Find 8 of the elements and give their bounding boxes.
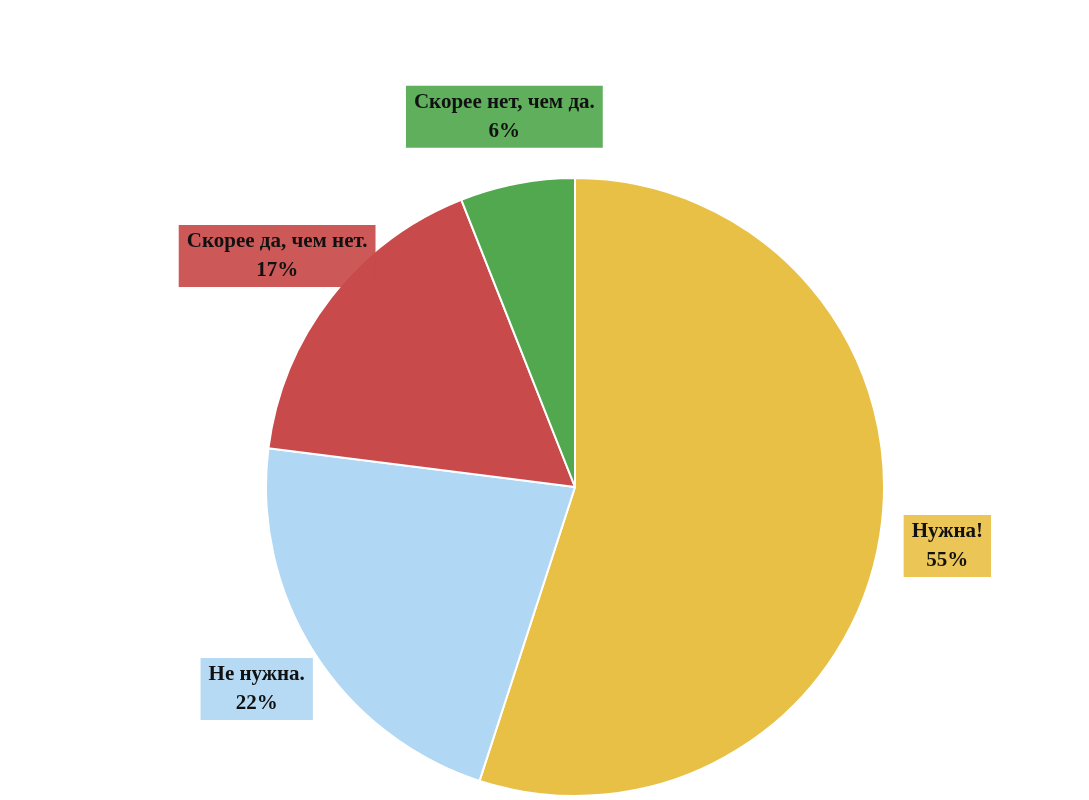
data-label: 22% [235, 690, 278, 715]
data-label: 55% [926, 547, 969, 572]
data-label: 6% [488, 118, 521, 143]
slice-label: Скорее нет, чем да. [413, 89, 595, 114]
data-label: 17% [256, 257, 299, 282]
slice-label: Не нужна. [208, 661, 305, 686]
slice-label: Нужна! [911, 518, 984, 543]
slice-label: Скорее да, чем нет. [186, 228, 368, 253]
